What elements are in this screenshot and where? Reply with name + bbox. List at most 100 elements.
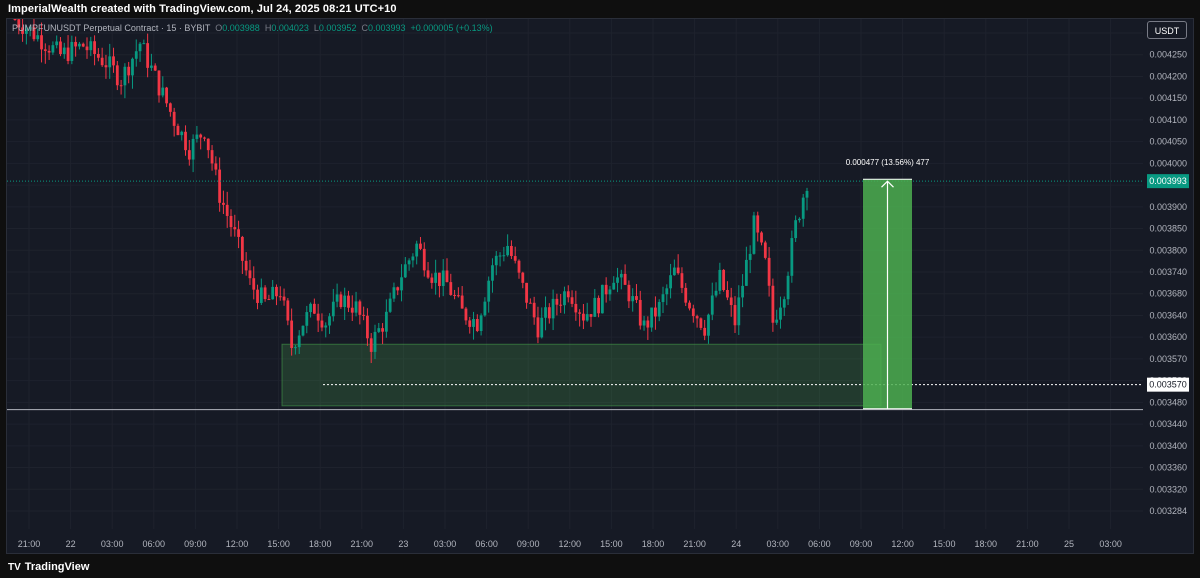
candle-body — [612, 282, 616, 290]
candle-body — [695, 316, 699, 319]
candle-body — [222, 202, 225, 205]
candle-body — [657, 302, 661, 317]
last-price-label: 0.003993 — [1149, 176, 1187, 186]
chart-panel[interactable]: 0.0043000.0042500.0042000.0041500.004100… — [6, 18, 1194, 554]
x-tick-label: 06:00 — [475, 539, 498, 549]
legend-high-label: H — [264, 23, 272, 33]
candle-body — [638, 299, 642, 326]
candle-body — [301, 325, 305, 336]
x-tick-label: 03:00 — [767, 539, 790, 549]
candle-body — [165, 87, 168, 104]
candle-body — [229, 215, 233, 228]
candle-body — [798, 218, 801, 221]
measure-label: 0.000477 (13.56%) 477 — [846, 158, 930, 167]
y-tick-label: 0.004000 — [1149, 158, 1187, 168]
candle-body — [445, 270, 449, 283]
candle-body — [623, 273, 627, 285]
candle-body — [339, 294, 343, 308]
candle-body — [434, 272, 438, 283]
candle-body — [517, 260, 521, 273]
tradingview-logo[interactable]: TV TradingView — [8, 561, 89, 573]
candle-body — [36, 35, 40, 40]
candle-body — [426, 270, 430, 278]
candle-body — [642, 320, 646, 326]
legend-change: +0.000005 (+0.13%) — [410, 23, 493, 33]
candle-body — [464, 308, 468, 321]
candle-body — [282, 296, 286, 301]
candle-body — [354, 301, 358, 313]
candle-body — [123, 66, 127, 86]
support-zone — [281, 343, 882, 407]
candle-body — [43, 49, 47, 51]
price-chart[interactable]: 0.0043000.0042500.0042000.0041500.004100… — [7, 19, 1193, 553]
candle-body — [134, 51, 138, 59]
tradingview-logo-text: TradingView — [24, 561, 90, 573]
candle-body — [419, 243, 422, 249]
x-tick-label: 15:00 — [933, 539, 956, 549]
x-tick-label: 12:00 — [559, 539, 582, 549]
candle-body — [153, 65, 157, 71]
candle-body — [407, 260, 411, 265]
candle-body — [411, 256, 415, 261]
candle-body — [748, 253, 752, 260]
candle-body — [752, 215, 756, 254]
candle-body — [585, 314, 589, 321]
x-tick-label: 09:00 — [517, 539, 540, 549]
candle-body — [722, 269, 726, 291]
candle-body — [498, 255, 502, 257]
candle-body — [66, 47, 70, 61]
candle-body — [112, 56, 115, 66]
candle-body — [513, 256, 517, 261]
chart-footer: TV TradingView — [0, 556, 1200, 578]
candle-body — [472, 319, 475, 327]
candle-body — [729, 297, 733, 306]
candle-body — [502, 255, 506, 257]
candle-body — [483, 301, 487, 316]
candle-body — [384, 311, 388, 332]
candle-body — [28, 27, 32, 30]
candle-body — [691, 308, 695, 317]
candle-body — [479, 315, 483, 332]
candle-body — [358, 301, 362, 315]
x-tick-label: 15:00 — [600, 539, 623, 549]
candle-body — [741, 285, 744, 298]
legend-high: 0.004023 — [271, 23, 309, 33]
candle-body — [456, 295, 460, 297]
candle-body — [17, 19, 21, 28]
candle-body — [589, 314, 593, 317]
candle-body — [570, 297, 574, 304]
x-tick-label: 18:00 — [309, 539, 332, 549]
y-tick-label: 0.004050 — [1149, 137, 1187, 147]
candle-body — [331, 301, 335, 317]
candle-body — [142, 43, 146, 45]
candle-body — [453, 294, 456, 296]
candle-body — [100, 57, 104, 66]
candle-body — [403, 264, 407, 278]
candle-body — [661, 294, 665, 303]
candle-body — [779, 307, 782, 320]
candle-body — [180, 131, 184, 136]
candle-body — [150, 65, 153, 68]
candle-body — [210, 150, 214, 164]
x-tick-label: 21:00 — [351, 539, 374, 549]
candle-body — [635, 296, 638, 300]
y-tick-label: 0.004250 — [1149, 50, 1187, 60]
x-tick-label: 18:00 — [642, 539, 665, 549]
y-tick-label: 0.004200 — [1149, 71, 1187, 81]
candle-body — [672, 267, 676, 276]
candle-body — [646, 320, 650, 328]
candle-body — [714, 290, 718, 296]
candle-body — [775, 319, 779, 323]
candle-body — [362, 314, 366, 316]
ohlc-legend: PUMPFUNUSDT Perpetual Contract · 15 · BY… — [12, 23, 493, 33]
candle-body — [654, 307, 657, 317]
candle-body — [328, 316, 331, 326]
candle-body — [244, 260, 248, 271]
candle-body — [506, 245, 510, 256]
candle-body — [89, 41, 93, 51]
tradingview-logo-icon: TV — [8, 562, 21, 573]
candle-body — [475, 319, 479, 332]
candle-body — [487, 280, 491, 302]
currency-button[interactable]: USDT — [1147, 21, 1187, 39]
candle-body — [593, 297, 597, 317]
